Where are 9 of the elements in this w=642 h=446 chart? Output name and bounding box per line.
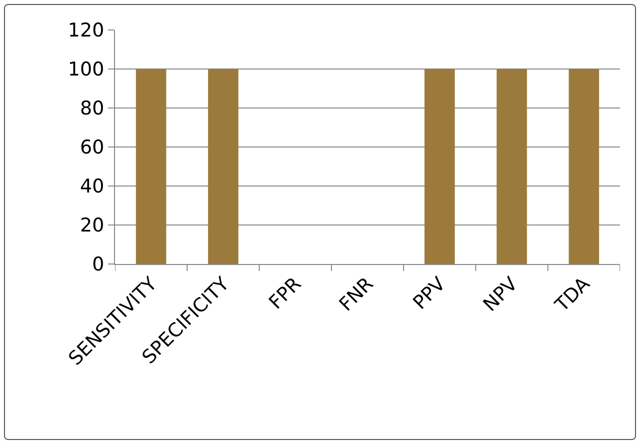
y-tick-label: 20 xyxy=(80,214,104,237)
y-tick-label: 60 xyxy=(80,136,104,159)
y-tick-label: 100 xyxy=(68,58,104,81)
y-tick-label: 0 xyxy=(92,254,104,276)
y-tick-label: 40 xyxy=(80,176,104,198)
y-tick-label: 120 xyxy=(68,20,104,42)
x-tick-label: TDA xyxy=(550,272,594,317)
y-tick-label: 80 xyxy=(80,98,104,120)
x-tick-label: FPR xyxy=(264,272,306,314)
